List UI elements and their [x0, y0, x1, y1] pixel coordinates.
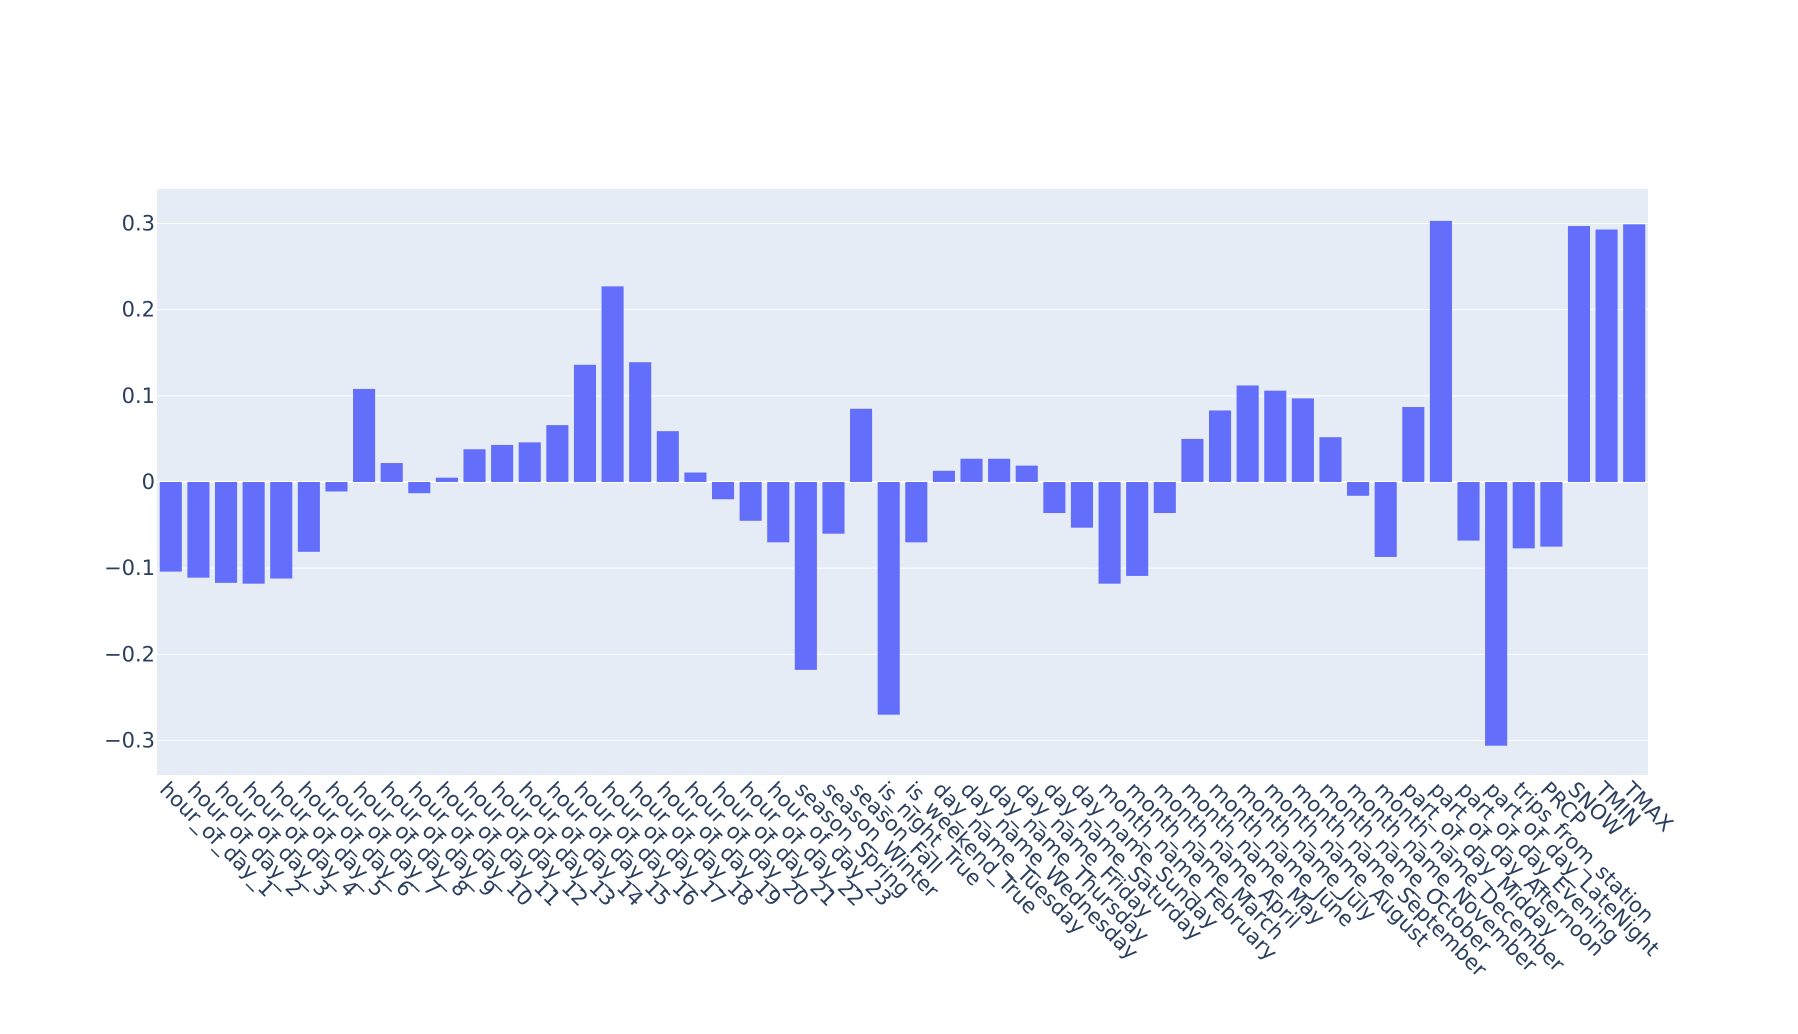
bar-season_Fall[interactable]	[850, 408, 873, 482]
bar-part_of_day_LateNight[interactable]	[1485, 482, 1508, 746]
bar-hour_of_day_11[interactable]	[435, 477, 458, 482]
bar-season_Winter[interactable]	[822, 482, 845, 534]
bar-hour_of_day_8[interactable]	[353, 388, 376, 482]
bar-month_name_December[interactable]	[1374, 482, 1397, 557]
y-tick-label: 0.3	[122, 211, 155, 235]
bar-hour_of_day_19[interactable]	[656, 431, 679, 482]
bar-TMAX[interactable]	[1623, 224, 1646, 483]
bars	[159, 220, 1646, 746]
bar-day_name_Sunday[interactable]	[1070, 482, 1094, 528]
bar-hour_of_day_7[interactable]	[325, 482, 348, 492]
bar-hour_of_day_6[interactable]	[297, 482, 320, 552]
bar-hour_of_day_14[interactable]	[518, 442, 541, 482]
bar-hour_of_day_16[interactable]	[573, 364, 597, 482]
bar-day_name_Tuesday[interactable]	[932, 470, 955, 482]
y-tick-label: 0	[142, 470, 155, 494]
bar-month_name_October[interactable]	[1319, 437, 1342, 482]
bar-hour_of_day_9[interactable]	[380, 463, 403, 482]
bar-hour_of_day_3[interactable]	[214, 482, 238, 583]
bar-PRCP[interactable]	[1540, 482, 1563, 547]
bar-hour_of_day_17[interactable]	[601, 286, 624, 482]
y-tick-label: 0.2	[122, 298, 155, 322]
bar-hour_of_day_22[interactable]	[739, 482, 762, 521]
bar-month_name_September[interactable]	[1291, 398, 1314, 482]
bar-part_of_day_Evening[interactable]	[1457, 482, 1480, 541]
bar-month_name_August[interactable]	[1264, 390, 1287, 482]
gridlines	[157, 222, 1648, 742]
bar-hour_of_day_13[interactable]	[491, 444, 514, 482]
bar-month_name_May[interactable]	[1181, 438, 1204, 482]
bar-hour_of_day_12[interactable]	[463, 449, 486, 482]
bar-month_name_March[interactable]	[1126, 482, 1149, 576]
bar-month_name_February[interactable]	[1098, 482, 1121, 584]
bar-hour_of_day_4[interactable]	[242, 482, 265, 584]
y-axis-ticks: 0.3 0.2 0.1 0 −0.1 −0.2 −0.3	[104, 211, 155, 752]
bar-hour_of_day_1[interactable]	[159, 482, 182, 572]
bar-hour_of_day_21[interactable]	[711, 482, 735, 500]
y-tick-label: −0.1	[104, 556, 155, 580]
bar-month_name_April[interactable]	[1153, 482, 1176, 514]
bar-day_name_Saturday[interactable]	[1043, 482, 1066, 514]
bar-trips_from_station[interactable]	[1512, 482, 1535, 549]
bar-hour_of_day_23[interactable]	[767, 482, 790, 543]
bar-is_weekend_True[interactable]	[905, 482, 928, 543]
bar-hour_of_day_10[interactable]	[408, 482, 431, 494]
bar-day_name_Wednesday[interactable]	[960, 458, 983, 482]
bar-TMIN[interactable]	[1595, 229, 1618, 482]
bar-month_name_July[interactable]	[1236, 385, 1259, 482]
bar-day_name_Friday[interactable]	[1015, 465, 1038, 482]
bar-season_Spring[interactable]	[794, 482, 817, 670]
bar-month_name_June[interactable]	[1208, 410, 1232, 482]
bar-part_of_day_Midday[interactable]	[1402, 407, 1425, 482]
bar-hour_of_day_18[interactable]	[629, 362, 652, 482]
bar-hour_of_day_20[interactable]	[684, 472, 707, 482]
bar-day_name_Thursday[interactable]	[988, 458, 1011, 482]
bar-month_name_November[interactable]	[1347, 482, 1370, 496]
bar-part_of_day_Afternoon[interactable]	[1429, 220, 1452, 482]
y-tick-label: −0.3	[104, 729, 155, 753]
bar-hour_of_day_15[interactable]	[546, 425, 569, 482]
bar-SNOW[interactable]	[1567, 226, 1591, 482]
y-tick-label: 0.1	[122, 384, 155, 408]
bar-hour_of_day_5[interactable]	[270, 482, 293, 579]
bar-is_night_True[interactable]	[877, 482, 900, 715]
bar-hour_of_day_2[interactable]	[187, 482, 210, 578]
y-tick-label: −0.2	[104, 642, 155, 666]
